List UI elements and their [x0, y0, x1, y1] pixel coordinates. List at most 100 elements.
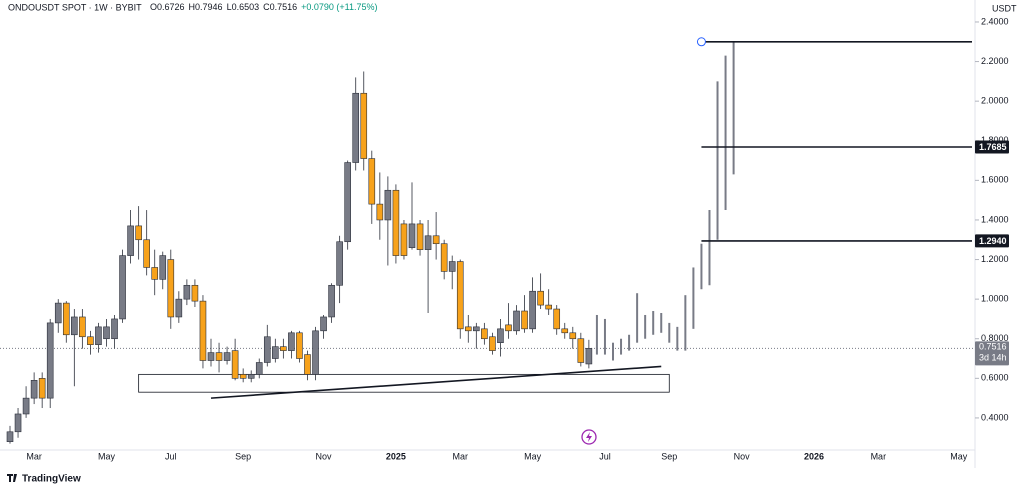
level-label: 1.7685: [979, 142, 1007, 152]
candle-body: [344, 162, 351, 243]
level-label-box: [975, 140, 1009, 154]
y-tick-label: 1.6000: [981, 175, 1009, 185]
candle-body: [360, 92, 368, 159]
candle-body: [151, 267, 159, 280]
candle-body: [62, 302, 70, 336]
candle-body: [432, 235, 440, 245]
candle-body: [71, 316, 78, 336]
candle-body: [336, 241, 343, 286]
level-label-box: [975, 234, 1009, 248]
y-tick-label: 0.4000: [981, 412, 1009, 422]
ohlc-values: O0.6726 H0.7946 L0.6503 C0.7516 +0.0790 (+11…: [150, 2, 378, 12]
x-tick-label: Mar: [26, 451, 42, 461]
candle-body: [320, 316, 327, 332]
ohlc-value: C0.7516: [263, 2, 297, 12]
x-tick-label: Mar: [452, 451, 468, 461]
y-tick-label: 2.4000: [981, 16, 1009, 26]
brand-logo: [7, 474, 17, 482]
candle-body: [183, 284, 191, 300]
candle-body: [352, 92, 360, 163]
candle-body: [577, 338, 585, 363]
candle-body: [448, 261, 456, 272]
candle-body: [22, 397, 30, 415]
candle-body: [312, 330, 319, 375]
candle-body: [239, 374, 247, 379]
candle-body: [14, 413, 22, 433]
candle-body: [175, 298, 183, 318]
candle-body: [135, 225, 142, 241]
last-price-label: 0.7516: [979, 342, 1007, 352]
candle-body: [392, 189, 400, 256]
candle-body: [38, 378, 46, 399]
y-tick-label: 1.8000: [981, 135, 1009, 145]
y-tick-label: 0.6000: [981, 373, 1009, 383]
candle-body: [304, 354, 311, 375]
x-tick-label: Jul: [165, 451, 177, 461]
candle-body: [46, 322, 54, 399]
candle-body: [529, 290, 536, 330]
y-tick-label: 1.0000: [981, 294, 1009, 304]
candle-body: [368, 158, 376, 205]
candle-body: [464, 326, 472, 332]
candle-body: [54, 302, 62, 324]
candle-body: [489, 336, 496, 351]
candle-body: [513, 310, 520, 332]
candle-body: [296, 332, 303, 359]
candle-body: [215, 352, 223, 361]
candle-body: [384, 189, 392, 221]
level-handle: [696, 37, 706, 47]
candle-body: [87, 336, 94, 345]
candle-body: [545, 304, 552, 310]
candle-body: [288, 332, 295, 351]
last-price-box: [975, 341, 1009, 366]
candle-body: [119, 255, 126, 320]
brand-name: TradingView: [22, 474, 81, 485]
candle-body: [127, 225, 134, 256]
candle-body: [408, 223, 416, 248]
x-tick-label: May: [98, 451, 116, 461]
candle-body: [561, 328, 569, 334]
y-tick-label: 1.4000: [981, 214, 1009, 224]
x-tick-label: Nov: [734, 451, 751, 461]
candle-body: [473, 326, 480, 332]
x-tick-label: Sep: [661, 451, 677, 461]
candle-body: [424, 235, 432, 250]
x-tick-label: Mar: [871, 451, 887, 461]
candle-body: [167, 259, 175, 318]
change: +0.0790 (+11.75%): [301, 2, 377, 12]
candle-body: [95, 326, 102, 345]
zone: [138, 373, 670, 393]
candle-body: [143, 239, 150, 268]
x-tick-label: 2025: [386, 451, 406, 461]
candle-body: [159, 255, 167, 280]
y-tick-label: 1.2000: [981, 254, 1009, 264]
candle-body: [400, 223, 408, 256]
candle-body: [521, 310, 528, 330]
level-label: 1.2940: [979, 236, 1007, 246]
y-tick-label: 2.0000: [981, 96, 1009, 106]
x-tick-label: Nov: [316, 451, 333, 461]
candle-body: [505, 324, 512, 332]
candle-body: [207, 352, 215, 361]
candle-body: [79, 316, 86, 338]
candle-body: [585, 348, 593, 365]
candle-body: [328, 284, 335, 318]
candle-body: [497, 328, 504, 343]
x-tick-label: Jul: [599, 451, 611, 461]
symbol: ONDOUSDT SPOT · 1W · BYBIT: [8, 2, 142, 12]
ohlc-value: H0.7946: [189, 2, 223, 12]
currency: USDT: [992, 3, 1017, 13]
candle-body: [537, 290, 544, 306]
candle-body: [103, 326, 110, 340]
trendline: [210, 365, 662, 399]
x-tick-label: 2026: [804, 451, 824, 461]
candle-body: [199, 300, 207, 361]
candle-body: [263, 336, 271, 363]
x-tick-label: May: [950, 451, 968, 461]
y-tick-label: 2.2000: [981, 56, 1009, 66]
candle-body: [6, 431, 14, 442]
ohlc-value: O0.6726: [150, 2, 185, 12]
